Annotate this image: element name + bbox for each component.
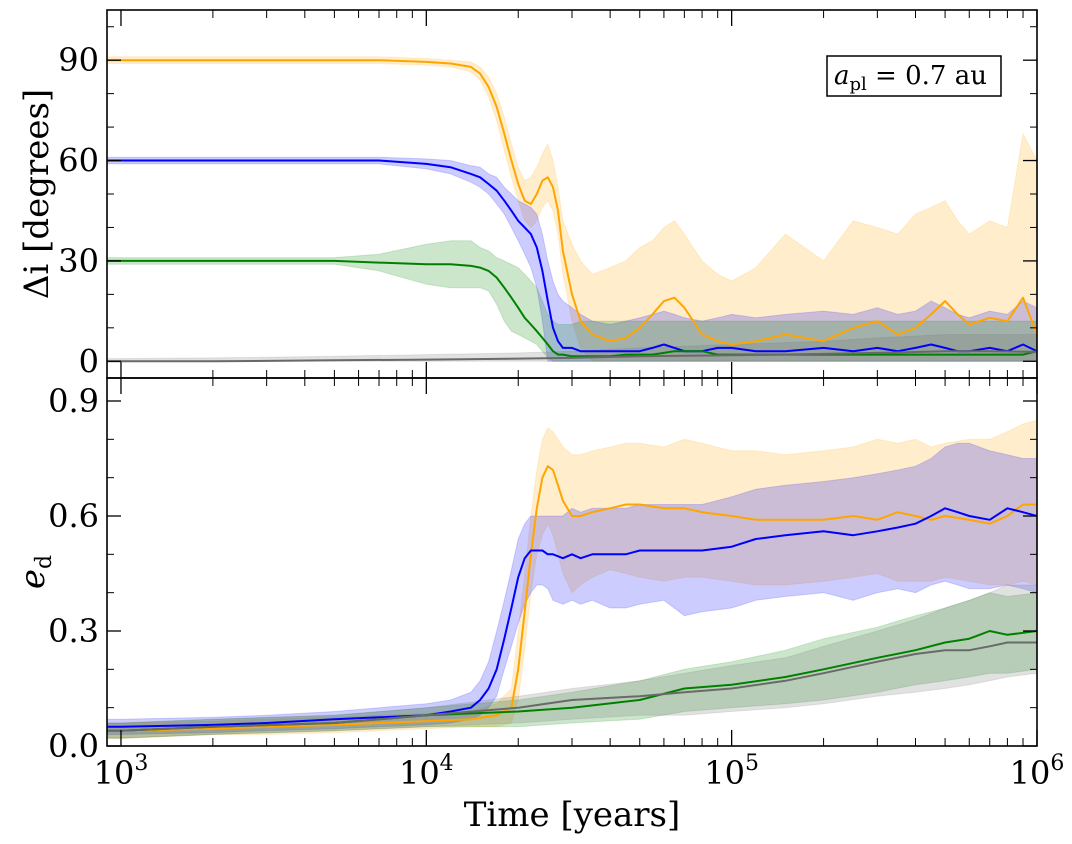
bottom-bands — [107, 419, 1037, 739]
line-series-3 — [107, 259, 1037, 358]
bottom-ticks: 0.0 0.3 0.6 0.9 103 104 105 106 — [48, 378, 1064, 792]
xtick-label: 106 — [1010, 751, 1065, 792]
ytick-label: 60 — [58, 142, 99, 180]
ytick-label: 30 — [58, 242, 99, 280]
bottom-lines — [107, 465, 1037, 732]
line-series-4 — [107, 641, 1037, 732]
x-axis-label: Time [years] — [464, 795, 681, 835]
line-series-2 — [107, 507, 1037, 728]
ytick-label: 0.0 — [48, 727, 99, 765]
line-series-2 — [107, 159, 1037, 353]
xtick-label: 105 — [704, 751, 759, 792]
band-series-1 — [107, 419, 1037, 739]
bottom-panel: 0.0 0.3 0.6 0.9 103 104 105 106 ed Time [years] — [13, 377, 1064, 835]
band-series-3 — [107, 592, 1037, 739]
ytick-label: 0.6 — [48, 497, 99, 535]
line-series-1 — [107, 59, 1037, 346]
annotation-box: apl = 0.7 au — [826, 55, 1002, 97]
ytick-label: 0.9 — [48, 382, 99, 420]
band-series-4 — [107, 584, 1037, 739]
ytick-label: 0.3 — [48, 612, 99, 650]
top-lines — [107, 59, 1037, 363]
bottom-axes-frame — [106, 377, 1038, 747]
band-series-2 — [107, 442, 1037, 735]
band-series-2 — [107, 156, 1037, 362]
line-series-1 — [107, 465, 1037, 732]
band-series-3 — [107, 240, 1037, 362]
top-panel: 0 30 60 90 apl = 0.7 au Δi [degrees] — [17, 9, 1038, 380]
top-bands — [107, 56, 1037, 362]
top-y-axis-label: Δi [degrees] — [17, 89, 57, 299]
band-series-1 — [107, 56, 1037, 362]
ytick-label: 90 — [58, 41, 99, 79]
top-ticks: 0 30 60 90 — [58, 10, 1038, 380]
xtick-label: 103 — [94, 751, 149, 792]
line-series-4 — [107, 350, 1037, 363]
ytick-label: 0 — [79, 342, 99, 380]
annotation-text: apl = 0.7 au — [834, 61, 987, 95]
xtick-label: 104 — [399, 751, 454, 792]
bottom-y-axis-label: ed — [13, 555, 57, 589]
